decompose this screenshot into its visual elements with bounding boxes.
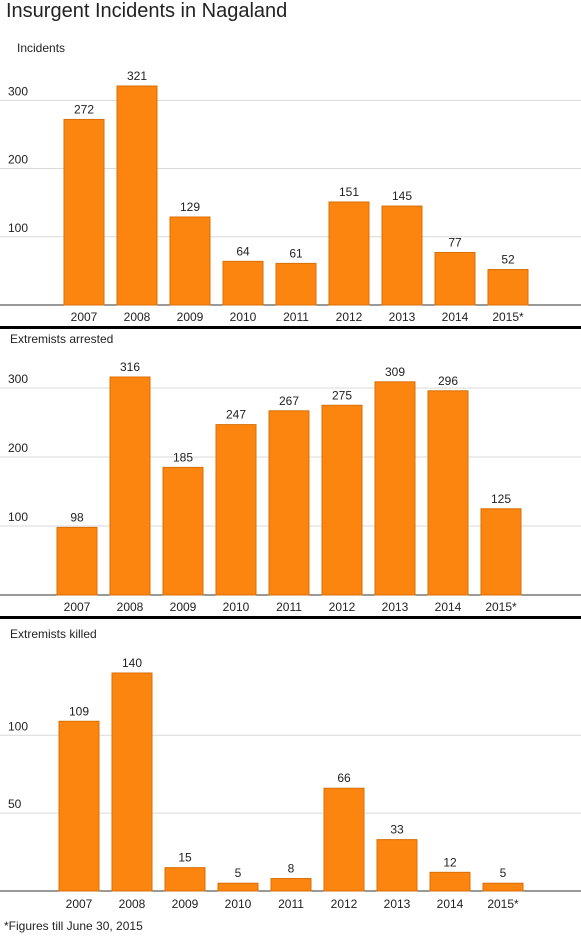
bar (321, 404, 363, 596)
data-label: 275 (332, 388, 352, 402)
data-label: 321 (127, 69, 147, 83)
x-tick-label: 2007 (71, 310, 98, 324)
x-tick-label: 2013 (382, 600, 409, 614)
x-tick-label: 2009 (172, 897, 199, 911)
bar (58, 720, 100, 892)
page-title: Insurgent Incidents in Nagaland (6, 0, 288, 22)
data-label: 309 (385, 365, 405, 379)
bar (222, 260, 264, 306)
data-label: 77 (448, 235, 462, 249)
data-label: 8 (288, 862, 295, 876)
data-label: 15 (178, 851, 192, 865)
bar (323, 787, 365, 892)
data-label: 33 (390, 823, 404, 837)
bar (374, 381, 416, 596)
data-label: 247 (226, 408, 246, 422)
x-tick-label: 2007 (64, 600, 91, 614)
y-tick-label: 50 (8, 797, 22, 811)
data-label: 129 (180, 200, 200, 214)
bar (482, 882, 524, 892)
x-tick-label: 2011 (283, 310, 309, 324)
panel-divider (0, 616, 581, 619)
bar (376, 839, 418, 892)
bar (427, 390, 469, 596)
data-label: 66 (337, 771, 351, 785)
x-tick-label: 2012 (336, 310, 363, 324)
bar (429, 871, 471, 892)
data-label: 316 (120, 360, 140, 374)
data-label: 61 (289, 246, 303, 260)
x-tick-label: 2012 (329, 600, 356, 614)
data-label: 140 (122, 656, 142, 670)
bar (328, 201, 370, 306)
data-label: 64 (236, 244, 250, 258)
bar (56, 526, 98, 596)
data-label: 12 (443, 855, 457, 869)
bar (111, 672, 153, 892)
data-label: 109 (69, 704, 89, 718)
x-tick-label: 2007 (66, 897, 93, 911)
x-tick-label: 2011 (278, 897, 304, 911)
bar (164, 867, 206, 892)
data-label: 272 (74, 102, 94, 116)
data-label: 296 (438, 374, 458, 388)
x-tick-label: 2015* (487, 897, 519, 911)
data-label: 5 (500, 866, 507, 880)
x-tick-label: 2014 (435, 600, 462, 614)
y-tick-label: 100 (8, 510, 28, 524)
chart-title: Incidents (17, 41, 65, 55)
bar (275, 262, 317, 306)
x-tick-label: 2008 (117, 600, 144, 614)
data-label: 125 (491, 492, 511, 506)
bar (217, 882, 259, 892)
y-tick-label: 300 (8, 84, 28, 98)
x-tick-label: 2010 (223, 600, 250, 614)
data-label: 98 (70, 510, 84, 524)
bar (487, 269, 529, 306)
x-tick-label: 2010 (225, 897, 252, 911)
x-tick-label: 2010 (230, 310, 257, 324)
x-tick-label: 2015* (492, 310, 524, 324)
y-tick-label: 300 (8, 372, 28, 386)
incidents-chart: Incidents 100 200 300 272 2007 321 2008 129 2009 6… (0, 41, 581, 324)
chart-title: Extremists arrested (10, 332, 113, 346)
data-label: 145 (392, 189, 412, 203)
x-tick-label: 2014 (437, 897, 464, 911)
panel-divider (0, 326, 581, 329)
bar (268, 410, 310, 596)
x-tick-label: 2013 (384, 897, 411, 911)
footnote: *Figures till June 30, 2015 (4, 919, 143, 933)
y-tick-label: 200 (8, 441, 28, 455)
bar (270, 878, 312, 892)
x-tick-label: 2008 (119, 897, 146, 911)
extremists-killed-chart: Extremists killed 50 100 109 2007 140 2008 15 20… (0, 627, 581, 911)
bar (215, 424, 257, 596)
bar (63, 118, 105, 306)
x-tick-label: 2014 (442, 310, 469, 324)
bar (480, 508, 522, 596)
bar (116, 85, 158, 306)
data-label: 185 (173, 450, 193, 464)
x-tick-label: 2012 (331, 897, 358, 911)
x-tick-label: 2009 (177, 310, 204, 324)
x-tick-label: 2009 (170, 600, 197, 614)
data-label: 151 (339, 185, 359, 199)
y-tick-label: 100 (8, 719, 28, 733)
bar (434, 251, 476, 306)
bar (169, 216, 211, 306)
data-label: 52 (501, 253, 515, 267)
chart-title: Extremists killed (10, 627, 97, 641)
extremists-arrested-chart: Extremists arrested 100 200 300 98 2007 316 200… (0, 332, 581, 614)
x-tick-label: 2013 (389, 310, 416, 324)
y-tick-label: 100 (8, 221, 28, 235)
bar (162, 466, 204, 596)
x-tick-label: 2011 (276, 600, 302, 614)
data-label: 5 (235, 866, 242, 880)
bar (109, 376, 151, 596)
data-label: 267 (279, 394, 299, 408)
x-tick-label: 2008 (124, 310, 151, 324)
y-tick-label: 200 (8, 153, 28, 167)
x-tick-label: 2015* (485, 600, 517, 614)
bar (381, 205, 423, 306)
